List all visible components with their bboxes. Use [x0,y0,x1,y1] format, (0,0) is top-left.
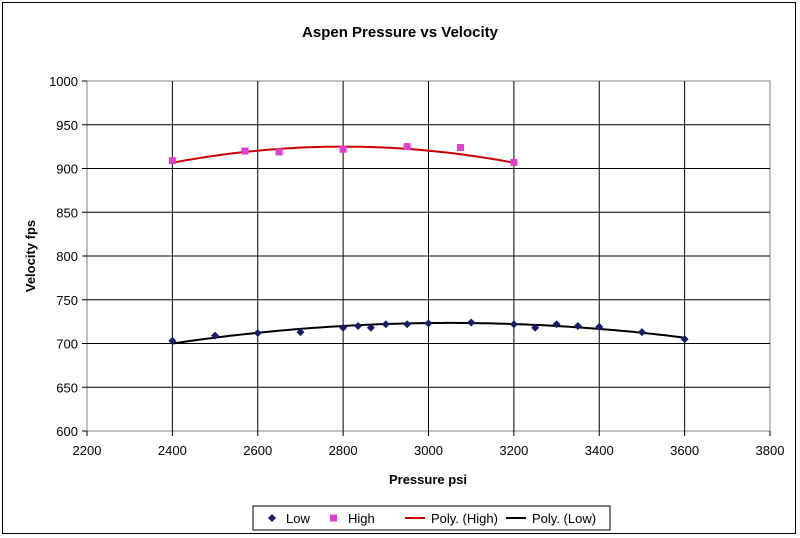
point-low [366,323,375,332]
y-tick-label: 900 [56,162,78,177]
point-low [680,335,689,344]
point-low [595,322,604,331]
point-high [403,143,411,151]
legend: Low High Poly. (High) Poly. (Low) [252,505,611,531]
point-low [211,331,220,340]
legend-label-low: Low [286,511,310,526]
grid-lines [82,80,771,436]
point-high [275,148,283,156]
point-low [573,322,582,330]
chart-title: Aspen Pressure vs Velocity [302,24,499,41]
legend-marker-low [268,514,276,522]
x-tick-label: 3400 [585,443,614,458]
point-low [509,320,518,329]
y-tick-label: 700 [56,337,78,352]
x-axis-title: Pressure psi [389,472,467,487]
y-tick-label: 650 [56,380,78,395]
point-low [552,320,561,329]
y-tick-label: 950 [56,118,78,133]
point-high [339,145,347,153]
x-tick-label: 3600 [670,443,699,458]
y-tick-label: 600 [56,424,78,439]
y-tick-label: 750 [56,293,78,308]
point-high [168,157,176,165]
point-low [531,323,540,332]
point-high [241,147,249,155]
x-tick-label: 2400 [158,443,187,458]
point-low [296,328,305,337]
point-high [457,144,465,151]
y-tick-label: 800 [56,249,78,264]
point-high [510,158,518,166]
x-tick-label: 2600 [243,443,272,458]
x-tick-label: 3200 [499,443,528,458]
point-low [381,320,390,329]
legend-label-poly-high: Poly. (High) [431,511,498,526]
point-low [467,318,476,327]
legend-box [252,505,611,531]
point-low [354,322,363,330]
point-low [168,336,177,345]
y-axis-title: Velocity fps [23,220,38,292]
legend-label-poly-low: Poly. (Low) [532,511,596,526]
tick-labels: 2200 2400 2600 2800 3000 3200 3400 3600 3800 600 6… [49,74,784,458]
y-tick-label: 850 [56,205,78,220]
legend-label-high: High [348,511,375,526]
x-tick-label: 3000 [414,443,443,458]
point-low [403,320,412,329]
data-points [168,143,689,345]
x-tick-label: 2200 [73,443,102,458]
point-low [339,323,348,332]
legend-marker-high [330,514,337,522]
point-low [253,329,262,337]
y-tick-label: 1000 [49,74,78,89]
point-low [637,328,646,337]
point-low [424,319,433,328]
x-tick-label: 2800 [329,443,358,458]
x-tick-label: 3800 [756,443,785,458]
